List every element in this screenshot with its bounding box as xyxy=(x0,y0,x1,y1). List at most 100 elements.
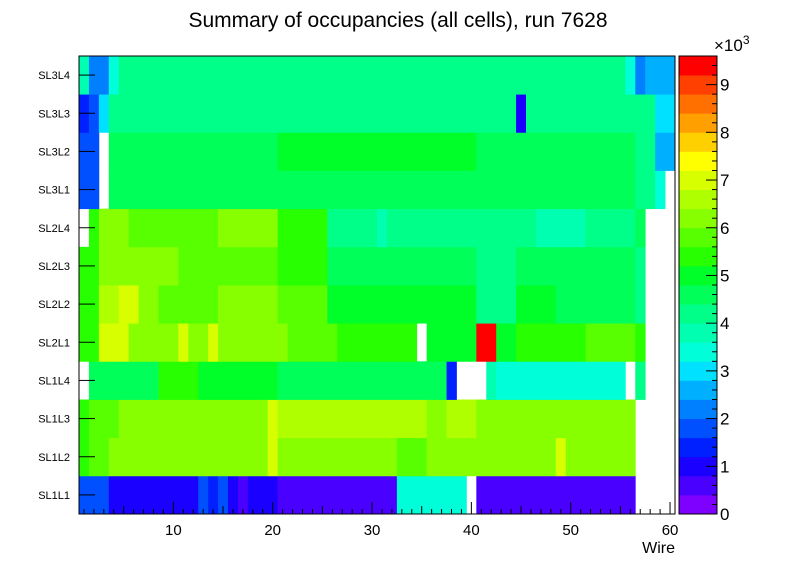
x-tick-label: 60 xyxy=(662,522,679,539)
heatmap-cell xyxy=(277,170,477,210)
row-label: SL2L2 xyxy=(38,299,70,311)
heatmap-cell xyxy=(526,399,636,439)
heatmap-cell xyxy=(327,208,378,248)
x-tick-label: 10 xyxy=(165,522,182,539)
heatmap-cell xyxy=(526,94,636,133)
heatmap-cell xyxy=(277,208,328,248)
palette-swatch xyxy=(679,285,717,305)
heatmap-cell xyxy=(476,132,636,171)
heatmap-cell xyxy=(118,399,269,439)
heatmap-cell xyxy=(625,56,636,95)
palette-tick-label: 6 xyxy=(720,219,729,238)
heatmap-cell xyxy=(178,323,189,362)
palette-swatch xyxy=(679,246,717,267)
heatmap-cell xyxy=(218,208,279,248)
heatmap-cell xyxy=(476,399,527,439)
palette-swatch xyxy=(679,227,717,248)
heatmap-cell xyxy=(198,475,209,515)
heatmap-cell xyxy=(287,323,338,362)
palette-swatch xyxy=(679,113,717,133)
palette-swatch xyxy=(679,56,717,76)
heatmap-cell xyxy=(118,56,199,95)
palette-swatch xyxy=(679,94,717,114)
heatmap-cell xyxy=(516,94,527,133)
heatmap-cell xyxy=(98,285,120,324)
heatmap-cell xyxy=(267,437,279,477)
heatmap-cell xyxy=(277,361,428,400)
heatmap-cell xyxy=(426,323,457,362)
heatmap-cell xyxy=(327,246,477,286)
palette-swatch xyxy=(679,189,717,210)
chart-title: Summary of occupancies (all cells), run … xyxy=(188,9,607,32)
heatmap-cell xyxy=(516,285,557,324)
heatmap-cell xyxy=(476,285,517,324)
palette-swatch xyxy=(679,151,717,171)
heatmap-cell xyxy=(535,208,586,248)
heatmap-cell xyxy=(138,285,159,324)
heatmap-cell xyxy=(158,361,199,400)
palette-swatch xyxy=(679,475,717,496)
heatmap-cell xyxy=(188,323,209,362)
heatmap-cell xyxy=(635,285,646,324)
heatmap-cell xyxy=(635,361,646,400)
palette-tick-label: 9 xyxy=(720,76,729,95)
palette-tick-label: 0 xyxy=(720,505,729,524)
heatmap-cell xyxy=(585,323,636,362)
heatmap-cell xyxy=(327,437,398,477)
heatmap-cell xyxy=(496,361,557,400)
heatmap-cell xyxy=(555,361,626,400)
palette-swatch xyxy=(679,399,717,419)
heatmap-cell xyxy=(426,437,477,477)
heatmap-cell xyxy=(198,361,229,400)
heatmap-cell xyxy=(446,361,457,400)
heatmap-cell xyxy=(277,475,398,515)
color-palette: 0 1 2 3 4 5 6 7 8 9 xyxy=(678,55,729,524)
row-label: SL1L2 xyxy=(38,452,70,464)
heatmap-cell xyxy=(635,56,646,95)
x-axis-label: Wire xyxy=(642,540,675,557)
heatmap-cell xyxy=(128,208,219,248)
palette-swatch xyxy=(679,208,717,229)
heatmap-cell xyxy=(327,285,428,324)
heatmap-cell xyxy=(108,475,199,515)
heatmap-cell xyxy=(198,56,626,95)
heatmap-cell xyxy=(585,208,636,248)
heatmap-cell xyxy=(635,208,646,248)
palette-multiplier: ×103 xyxy=(714,33,750,55)
row-label: SL1L4 xyxy=(38,375,70,387)
palette-swatch xyxy=(679,323,717,343)
palette-swatch xyxy=(679,380,717,400)
heatmap-cell xyxy=(108,437,269,477)
heatmap-cell xyxy=(396,437,428,477)
heatmap-cell xyxy=(277,132,477,171)
x-tick-label: 30 xyxy=(364,522,381,539)
heatmap-cell xyxy=(476,208,537,248)
y-axis: SL1L1 SL1L2 SL1L3 SL1L4 SL2L1 SL2L2 SL2L3 SL2L4… xyxy=(38,70,95,502)
heatmap-cell xyxy=(108,56,120,95)
heatmap-cell xyxy=(645,56,676,95)
heatmap-cell xyxy=(218,323,288,362)
heatmap-cell xyxy=(218,475,229,515)
heatmap-cell xyxy=(655,94,676,133)
heatmap-cell xyxy=(426,285,477,324)
heatmap-cell xyxy=(396,475,467,515)
heatmap-cell xyxy=(635,323,646,362)
heatmap-cell xyxy=(88,56,110,95)
heatmap-cell xyxy=(476,475,636,515)
row-label: SL3L3 xyxy=(38,108,70,120)
row-label: SL2L4 xyxy=(38,223,70,235)
heatmap-cell xyxy=(516,246,636,286)
heatmap-cell xyxy=(476,170,636,210)
heatmap-cell xyxy=(138,246,179,286)
palette-multiplier-exponent: 3 xyxy=(743,33,750,47)
palette-tick-label: 5 xyxy=(720,266,729,285)
heatmap-cell xyxy=(635,132,656,171)
plot-frame xyxy=(78,55,676,515)
palette-tick-label: 4 xyxy=(720,314,729,333)
heatmap-cell xyxy=(98,208,130,248)
heatmap-cell xyxy=(237,475,249,515)
heatmap-cell xyxy=(635,94,656,133)
palette-multiplier-base: ×10 xyxy=(714,36,743,55)
heatmap-cell xyxy=(228,361,279,400)
